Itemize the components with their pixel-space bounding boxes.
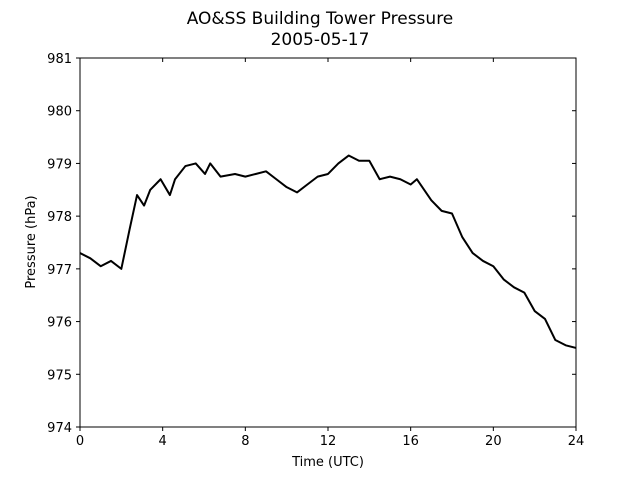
x-tick-label: 4 xyxy=(159,434,167,449)
chart-title: AO&SS Building Tower Pressure xyxy=(187,9,454,29)
x-tick-label: 24 xyxy=(568,434,585,449)
x-tick-label: 12 xyxy=(320,434,337,449)
x-tick-label: 0 xyxy=(76,434,84,449)
x-tick-label: 8 xyxy=(241,434,249,449)
x-axis-label: Time (UTC) xyxy=(291,455,364,470)
y-tick-label: 977 xyxy=(47,263,72,278)
y-tick-label: 975 xyxy=(47,368,72,383)
y-tick-label: 979 xyxy=(47,157,72,172)
plot-frame xyxy=(79,57,577,428)
chart-subtitle: 2005-05-17 xyxy=(271,30,370,50)
y-tick-label: 978 xyxy=(47,210,72,225)
y-tick-label: 980 xyxy=(47,105,72,120)
y-tick-label: 981 xyxy=(47,52,72,67)
y-tick-label: 976 xyxy=(47,316,72,331)
x-tick-label: 20 xyxy=(485,434,502,449)
x-tick-label: 16 xyxy=(402,434,419,449)
data-line xyxy=(79,154,577,349)
y-tick-label: 974 xyxy=(47,421,72,436)
y-axis-label: Pressure (hPa) xyxy=(24,195,39,288)
